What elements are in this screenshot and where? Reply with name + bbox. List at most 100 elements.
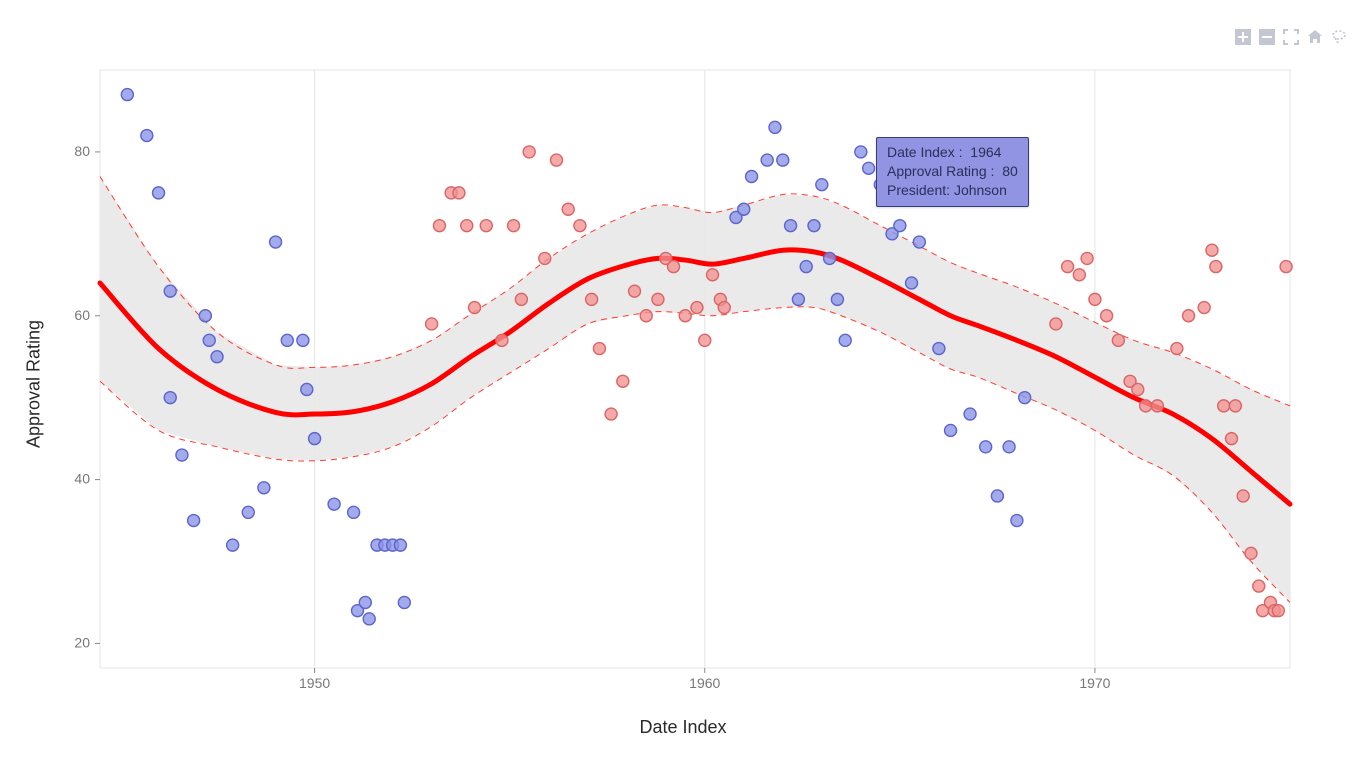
data-point[interactable] [121, 89, 133, 101]
data-point[interactable] [1198, 302, 1210, 314]
data-point[interactable] [348, 506, 360, 518]
data-point[interactable] [1073, 269, 1085, 281]
data-point[interactable] [605, 408, 617, 420]
data-point[interactable] [188, 515, 200, 527]
data-point[interactable] [461, 220, 473, 232]
data-point[interactable] [1140, 400, 1152, 412]
data-point[interactable] [453, 187, 465, 199]
home-icon[interactable] [1306, 28, 1324, 46]
data-point[interactable] [164, 392, 176, 404]
data-point[interactable] [1019, 392, 1031, 404]
data-point[interactable] [141, 130, 153, 142]
data-point[interactable] [863, 162, 875, 174]
data-point[interactable] [824, 252, 836, 264]
data-point[interactable] [550, 154, 562, 166]
data-point[interactable] [258, 482, 270, 494]
data-point[interactable] [398, 596, 410, 608]
data-point[interactable] [1206, 244, 1218, 256]
data-point[interactable] [1132, 383, 1144, 395]
data-point[interactable] [991, 490, 1003, 502]
data-point[interactable] [586, 293, 598, 305]
data-point[interactable] [164, 285, 176, 297]
data-point[interactable] [1210, 261, 1222, 273]
data-point[interactable] [480, 220, 492, 232]
data-point[interactable] [153, 187, 165, 199]
data-point[interactable] [718, 302, 730, 314]
data-point[interactable] [199, 310, 211, 322]
data-point[interactable] [508, 220, 520, 232]
data-point[interactable] [328, 498, 340, 510]
data-point[interactable] [539, 252, 551, 264]
data-point[interactable] [1229, 400, 1241, 412]
data-point[interactable] [297, 334, 309, 346]
data-point[interactable] [629, 285, 641, 297]
data-point[interactable] [523, 146, 535, 158]
data-point[interactable] [855, 146, 867, 158]
data-point[interactable] [699, 334, 711, 346]
data-point[interactable] [668, 261, 680, 273]
data-point[interactable] [394, 539, 406, 551]
zoom-in-icon[interactable] [1234, 28, 1252, 46]
data-point[interactable] [738, 203, 750, 215]
data-point[interactable] [1062, 261, 1074, 273]
data-point[interactable] [1183, 310, 1195, 322]
data-point[interactable] [1218, 400, 1230, 412]
data-point[interactable] [176, 449, 188, 461]
data-point[interactable] [707, 269, 719, 281]
data-point[interactable] [1003, 441, 1015, 453]
data-point[interactable] [945, 424, 957, 436]
data-point[interactable] [426, 318, 438, 330]
data-point[interactable] [469, 302, 481, 314]
data-point[interactable] [913, 236, 925, 248]
data-point[interactable] [906, 277, 918, 289]
data-point[interactable] [1011, 515, 1023, 527]
data-point[interactable] [1171, 343, 1183, 355]
fullscreen-icon[interactable] [1282, 28, 1300, 46]
data-point[interactable] [281, 334, 293, 346]
data-point[interactable] [1050, 318, 1062, 330]
data-point[interactable] [769, 121, 781, 133]
data-point[interactable] [980, 441, 992, 453]
data-point[interactable] [1101, 310, 1113, 322]
data-point[interactable] [964, 408, 976, 420]
data-point[interactable] [800, 261, 812, 273]
data-point[interactable] [617, 375, 629, 387]
data-point[interactable] [593, 343, 605, 355]
data-point[interactable] [761, 154, 773, 166]
data-point[interactable] [1237, 490, 1249, 502]
data-point[interactable] [933, 343, 945, 355]
data-point[interactable] [1112, 334, 1124, 346]
data-point[interactable] [1089, 293, 1101, 305]
data-point[interactable] [839, 334, 851, 346]
data-point[interactable] [1245, 547, 1257, 559]
data-point[interactable] [808, 220, 820, 232]
data-point[interactable] [359, 596, 371, 608]
data-point[interactable] [1253, 580, 1265, 592]
data-point[interactable] [679, 310, 691, 322]
data-point[interactable] [203, 334, 215, 346]
data-point[interactable] [652, 293, 664, 305]
data-point[interactable] [515, 293, 527, 305]
data-point[interactable] [792, 293, 804, 305]
data-point[interactable] [1151, 400, 1163, 412]
data-point[interactable] [242, 506, 254, 518]
data-point[interactable] [785, 220, 797, 232]
data-point[interactable] [894, 220, 906, 232]
data-point[interactable] [363, 613, 375, 625]
data-point[interactable] [1225, 433, 1237, 445]
data-point[interactable] [270, 236, 282, 248]
zoom-out-icon[interactable] [1258, 28, 1276, 46]
data-point[interactable] [746, 170, 758, 182]
data-point[interactable] [227, 539, 239, 551]
lasso-icon[interactable] [1330, 28, 1348, 46]
data-point[interactable] [496, 334, 508, 346]
data-point[interactable] [691, 302, 703, 314]
data-point[interactable] [1081, 252, 1093, 264]
data-point[interactable] [640, 310, 652, 322]
data-point[interactable] [309, 433, 321, 445]
data-point[interactable] [301, 383, 313, 395]
data-point[interactable] [562, 203, 574, 215]
data-point[interactable] [1280, 261, 1292, 273]
data-point[interactable] [777, 154, 789, 166]
data-point[interactable] [831, 293, 843, 305]
